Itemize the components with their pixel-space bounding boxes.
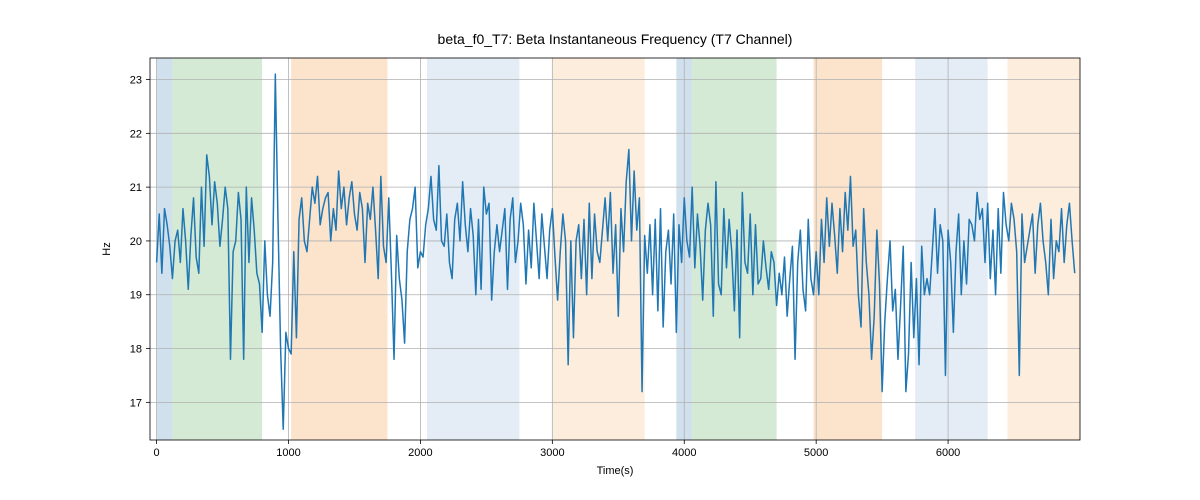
x-tick-label: 6000 xyxy=(936,447,960,459)
y-axis: 17 18 19 20 21 22 23 xyxy=(130,75,150,410)
y-tick-label: 17 xyxy=(130,397,142,409)
line-chart: 0 1000 2000 3000 4000 5000 6000 17 18 19 20 21 22 23 T… xyxy=(0,0,1200,500)
x-tick-label: 1000 xyxy=(276,447,300,459)
y-tick-label: 19 xyxy=(130,290,142,302)
x-tick-label: 4000 xyxy=(672,447,696,459)
chart-container: 0 1000 2000 3000 4000 5000 6000 17 18 19 20 21 22 23 T… xyxy=(0,0,1200,500)
background-bands xyxy=(157,58,1080,440)
y-tick-label: 22 xyxy=(130,128,142,140)
chart-title: beta_f0_T7: Beta Instantaneous Frequency… xyxy=(438,31,793,47)
x-tick-label: 2000 xyxy=(408,447,432,459)
y-tick-label: 23 xyxy=(130,75,142,87)
x-tick-label: 5000 xyxy=(804,447,828,459)
y-axis-label: Hz xyxy=(101,242,113,255)
y-tick-label: 21 xyxy=(130,182,142,194)
x-tick-label: 3000 xyxy=(540,447,564,459)
x-tick-label: 0 xyxy=(154,447,160,459)
y-tick-label: 18 xyxy=(130,344,142,356)
x-axis: 0 1000 2000 3000 4000 5000 6000 xyxy=(154,440,961,459)
y-tick-label: 20 xyxy=(130,236,142,248)
x-axis-label: Time(s) xyxy=(597,465,634,477)
